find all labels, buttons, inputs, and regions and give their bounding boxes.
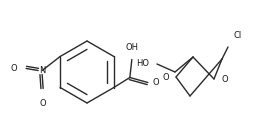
Text: O: O (162, 72, 169, 82)
Text: O: O (153, 78, 159, 87)
Text: O: O (221, 75, 228, 83)
Text: O: O (40, 99, 46, 108)
Text: Cl: Cl (233, 31, 241, 40)
Text: N: N (39, 66, 45, 75)
Text: OH: OH (125, 44, 138, 52)
Text: HO: HO (136, 59, 149, 68)
Text: O: O (11, 64, 17, 73)
